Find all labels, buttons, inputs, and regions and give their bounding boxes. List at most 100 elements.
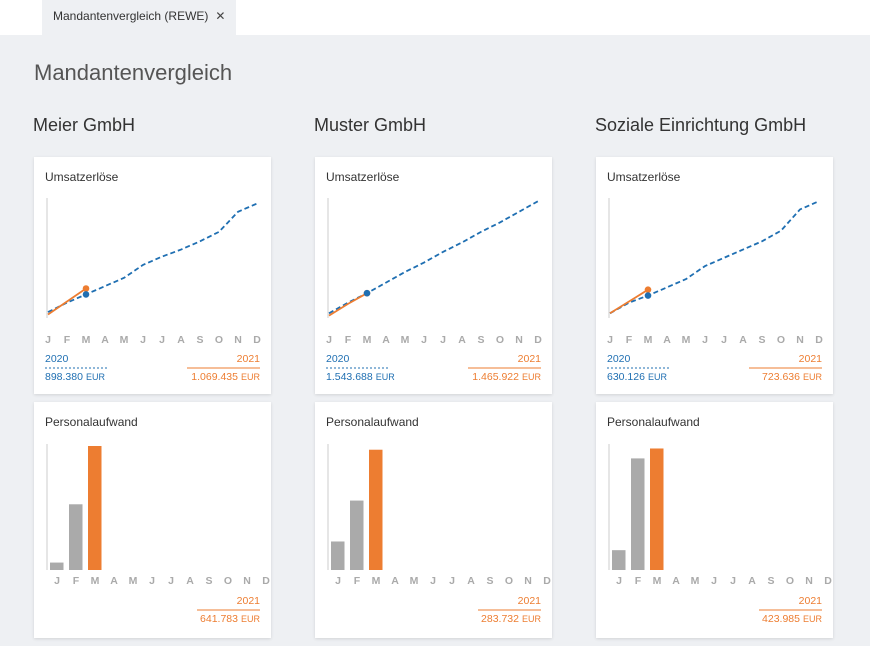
month-label: M (410, 575, 419, 587)
revenue-dot (82, 291, 90, 298)
revenue-line (328, 292, 368, 317)
total-value: 423.985 (762, 613, 800, 625)
bar (631, 458, 645, 570)
legend-total: 898.380 EUR (45, 371, 105, 383)
total-unit: EUR (241, 614, 261, 624)
month-label: M (363, 334, 372, 346)
legend-total: 1.543.688 EUR (326, 371, 395, 383)
month-label: D (534, 334, 542, 346)
month-label: S (205, 575, 212, 587)
month-label: N (796, 334, 804, 346)
legend-year: 2021 (518, 353, 542, 365)
month-label: D (253, 334, 261, 346)
total-value: 1.465.922 (472, 371, 519, 383)
card-title: Personalaufwand (607, 415, 700, 429)
total-unit: EUR (803, 372, 823, 382)
tab[interactable]: Mandantenvergleich (REWE) ✕ (42, 0, 236, 35)
card-title: Personalaufwand (326, 415, 419, 429)
month-label: A (739, 334, 747, 346)
month-label: A (458, 334, 466, 346)
month-label: N (243, 575, 251, 587)
month-label: D (815, 334, 823, 346)
revenue-dot (644, 286, 652, 293)
month-label: J (730, 575, 736, 587)
bar (50, 562, 64, 570)
month-label: S (767, 575, 774, 587)
month-label: J (421, 334, 427, 346)
legend-year: 2021 (799, 353, 823, 365)
month-label: S (486, 575, 493, 587)
month-label: A (382, 334, 390, 346)
legend-year: 2021 (237, 353, 261, 365)
total-unit: EUR (522, 614, 542, 624)
total-unit: EUR (803, 614, 823, 624)
month-label: J (168, 575, 174, 587)
total-unit: EUR (241, 372, 261, 382)
month-label: J (607, 334, 613, 346)
month-label: M (401, 334, 410, 346)
month-label: A (748, 575, 756, 587)
legend-total: 423.985 EUR (762, 613, 822, 625)
month-label: J (335, 575, 341, 587)
legend-total: 723.636 EUR (762, 371, 822, 383)
legend-year: 2021 (237, 595, 261, 607)
legend-total: 641.783 EUR (200, 613, 260, 625)
total-unit: EUR (86, 372, 106, 382)
month-label: O (224, 575, 232, 587)
month-label: M (682, 334, 691, 346)
total-value: 1.069.435 (191, 371, 238, 383)
month-label: A (467, 575, 475, 587)
company-name: Soziale Einrichtung GmbH (595, 115, 807, 135)
tab-label: Mandantenvergleich (REWE) (53, 9, 209, 23)
page-title: Mandantenvergleich (34, 60, 233, 85)
month-label: F (626, 334, 633, 346)
revenue-dot (363, 289, 371, 297)
legend-year: 2021 (518, 595, 542, 607)
revenue-line (47, 202, 258, 313)
month-label: A (663, 334, 671, 346)
month-label: D (262, 575, 270, 587)
month-label: M (372, 575, 381, 587)
month-label: S (758, 334, 765, 346)
legend-total: 630.126 EUR (607, 371, 667, 383)
month-label: F (73, 575, 80, 587)
month-label: N (805, 575, 813, 587)
bar (69, 504, 83, 570)
total-value: 898.380 (45, 371, 83, 383)
legend-year: 2021 (799, 595, 823, 607)
revenue-card: Umsatzerlöse J F M A M J J A S O N D 2020 1.543.688 EUR… (315, 157, 552, 394)
bar (331, 541, 345, 570)
month-label: J (711, 575, 717, 587)
bar (88, 446, 102, 570)
total-unit: EUR (522, 372, 542, 382)
tab-bar: Mandantenvergleich (REWE) ✕ (0, 0, 870, 35)
legend-year: 2020 (607, 353, 631, 365)
legend-total: 283.732 EUR (481, 613, 541, 625)
total-unit: EUR (648, 372, 668, 382)
month-label: M (120, 334, 129, 346)
card-title: Umsatzerlöse (45, 170, 119, 184)
card-title: Personalaufwand (45, 415, 138, 429)
month-label: J (702, 334, 708, 346)
tab-close[interactable]: ✕ (215, 9, 226, 23)
revenue-dot (644, 292, 652, 299)
month-label: M (644, 334, 653, 346)
revenue-card: Umsatzerlöse J F M A M J J A S O N D 2020 898.380 EUR 20… (34, 157, 271, 394)
company-name: Muster GmbH (314, 115, 427, 135)
personnel-card: Personalaufwand J F M A M J J A S O N D 2021 423.985 EU… (596, 402, 833, 638)
total-value: 1.543.688 (326, 371, 373, 383)
month-label: F (635, 575, 642, 587)
month-label: S (477, 334, 484, 346)
month-label: F (345, 334, 352, 346)
month-label: F (354, 575, 361, 587)
personnel-card: Personalaufwand J F M A M J J A S O N D 2021 283.732 EU… (315, 402, 552, 638)
personnel-card: Personalaufwand J F M A M J J A S O N D 2021 641.783 EU… (34, 402, 271, 638)
month-label: M (91, 575, 100, 587)
revenue-line (609, 288, 649, 315)
